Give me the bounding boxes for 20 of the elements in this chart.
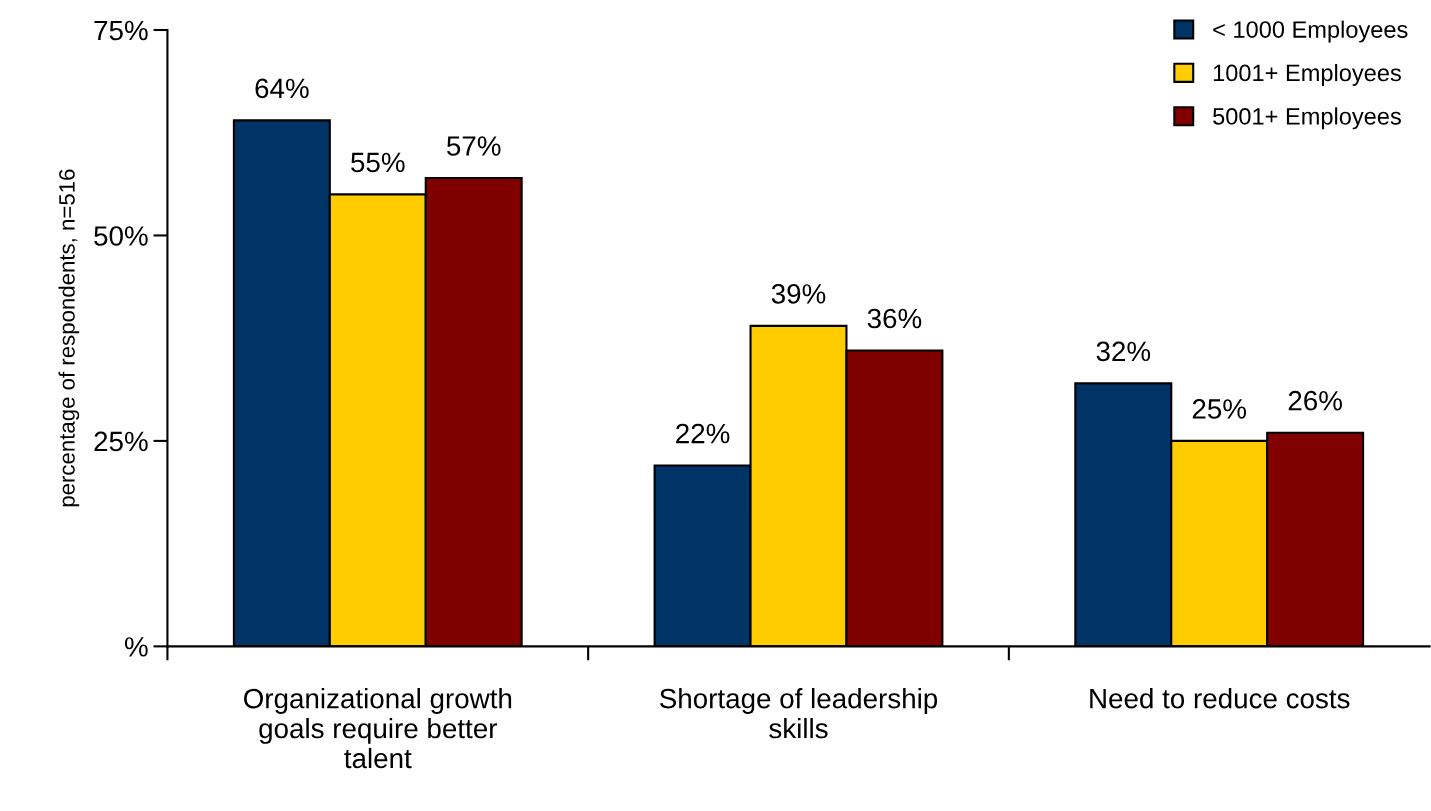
data-label: 25% [1192, 399, 1247, 419]
x-tick-label: Organizational growth goals require better talent [244, 688, 512, 769]
x-tick-label: Shortage of leadership skills [660, 688, 938, 739]
legend-label: < 1000 Employees [1213, 20, 1408, 43]
data-label: 26% [1288, 390, 1342, 411]
y-tick-label: 75% [94, 20, 148, 41]
data-label: 55% [351, 152, 405, 173]
legend-label: 5001+ Employees [1213, 107, 1401, 130]
y-tick-label: 25% [94, 431, 148, 452]
y-axis-title: percentage of respondents, n=516 [58, 169, 80, 507]
data-label: 64% [255, 78, 309, 99]
y-tick-label: 50% [94, 226, 148, 246]
data-label: 32% [1096, 341, 1151, 362]
y-tick-label: % [124, 637, 148, 657]
data-label: 22% [676, 423, 730, 444]
data-label: 36% [867, 308, 922, 329]
x-tick-label: Need to reduce costs [1090, 688, 1350, 709]
data-label: 57% [447, 136, 501, 156]
data-label: 39% [771, 284, 826, 304]
legend-label: 1001+ Employees [1213, 63, 1401, 86]
